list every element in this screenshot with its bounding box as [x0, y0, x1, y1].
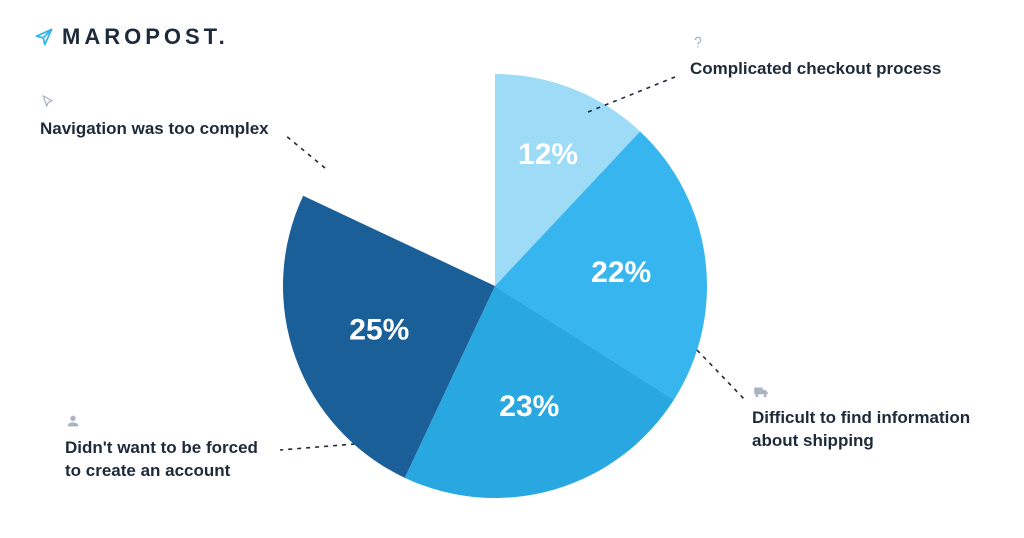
question-icon: [690, 34, 708, 52]
slice-value-shipping: 22%: [591, 256, 651, 289]
callout-checkout: Complicated checkout process: [690, 58, 941, 81]
callout-shipping: Difficult to find information about ship…: [752, 407, 970, 453]
leader-line: [697, 350, 745, 400]
cursor-icon: [40, 94, 58, 112]
leader-line: [285, 135, 325, 168]
slice-value-account: 23%: [499, 390, 559, 423]
callout-account: Didn't want to be forced to create an ac…: [65, 437, 258, 483]
slice-value-checkout: 12%: [518, 138, 578, 171]
callout-navigation: Navigation was too complex: [40, 118, 269, 141]
user-icon: [65, 413, 83, 431]
leader-line: [280, 444, 355, 450]
slice-value-navigation: 25%: [349, 314, 409, 347]
truck-icon: [752, 383, 770, 401]
